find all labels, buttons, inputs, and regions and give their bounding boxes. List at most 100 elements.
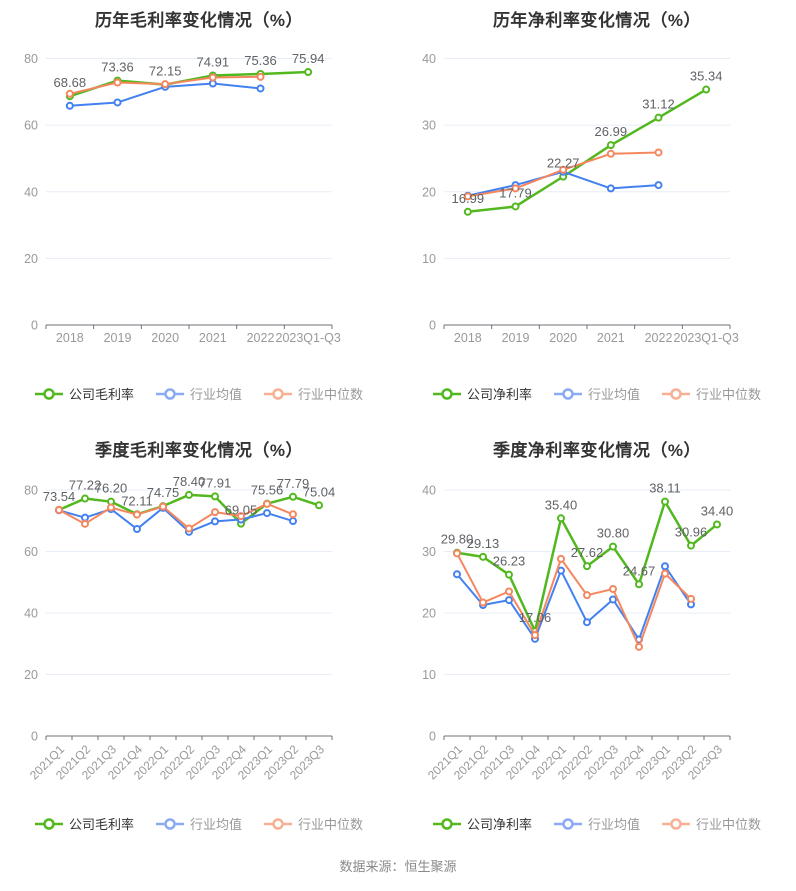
line-series-marker-icon xyxy=(34,817,63,830)
svg-text:77.22: 77.22 xyxy=(69,478,102,493)
line-series-marker-icon xyxy=(34,387,63,400)
svg-text:77.91: 77.91 xyxy=(199,475,232,490)
svg-text:60: 60 xyxy=(24,545,38,559)
legend-label: 行业均值 xyxy=(587,817,640,832)
legend-label: 公司毛利率 xyxy=(68,387,134,402)
svg-text:74.75: 74.75 xyxy=(147,485,180,500)
svg-text:17.06: 17.06 xyxy=(519,610,552,625)
svg-text:68.68: 68.68 xyxy=(54,75,87,90)
chart-title: 季度毛利率变化情况（%） xyxy=(94,441,304,460)
svg-text:31.12: 31.12 xyxy=(642,97,675,112)
svg-text:40: 40 xyxy=(422,484,436,498)
chart-annual-gross-margin: 历年毛利率变化情况（%） 0 20 40 60 80 2018 2019 2020 2021 20… xyxy=(0,0,398,430)
line-series-marker-icon xyxy=(662,387,690,400)
legend-label: 公司毛利率 xyxy=(68,817,134,832)
chart-quarterly-net-margin: 季度净利率变化情况（%） 0 10 20 30 40 2021Q1 2021Q2 2021Q3… xyxy=(398,430,796,860)
svg-text:74.91: 74.91 xyxy=(197,54,230,69)
svg-text:38.11: 38.11 xyxy=(649,481,681,496)
legend-item-industry-median[interactable]: 行业中位数 xyxy=(662,814,761,833)
svg-text:2020: 2020 xyxy=(151,331,179,345)
legend: 公司毛利率 行业均值 行业中位数 xyxy=(0,814,398,833)
line-series-marker-icon xyxy=(662,817,690,830)
legend-item-company-net-margin[interactable]: 公司净利率 xyxy=(432,384,532,403)
svg-text:20: 20 xyxy=(24,668,38,682)
line-series-marker-icon xyxy=(432,817,461,830)
svg-text:30.80: 30.80 xyxy=(597,526,630,541)
legend-item-company-net-margin[interactable]: 公司净利率 xyxy=(432,814,532,833)
svg-text:0: 0 xyxy=(31,730,38,744)
data-source-note: 数据来源：恒生聚源 xyxy=(339,859,457,874)
svg-text:20: 20 xyxy=(422,607,436,621)
legend: 公司净利率 行业均值 行业中位数 xyxy=(398,384,796,403)
svg-text:24.67: 24.67 xyxy=(623,563,656,578)
svg-text:73.36: 73.36 xyxy=(101,60,134,75)
chart-title: 历年毛利率变化情况（%） xyxy=(94,11,304,30)
quarterly-net-margin-plot[interactable]: 0102030402021Q12021Q22021Q32021Q42022Q12… xyxy=(398,430,796,800)
legend-item-industry-average[interactable]: 行业均值 xyxy=(553,384,640,403)
svg-text:30.96: 30.96 xyxy=(675,525,708,540)
svg-text:34.40: 34.40 xyxy=(701,503,734,518)
legend: 公司净利率 行业均值 行业中位数 xyxy=(398,814,796,833)
svg-text:2019: 2019 xyxy=(104,331,132,345)
svg-text:30: 30 xyxy=(422,119,436,133)
svg-text:10: 10 xyxy=(422,252,436,266)
svg-text:78.40: 78.40 xyxy=(173,474,206,489)
annual-net-margin-plot[interactable]: 0 10 20 30 40 2018 2019 2020 2021 2022 2023Q1-Q3 16… xyxy=(398,0,796,365)
svg-text:60: 60 xyxy=(24,119,38,133)
svg-text:16.99: 16.99 xyxy=(452,191,485,206)
svg-text:26.99: 26.99 xyxy=(595,124,628,139)
svg-text:29.80: 29.80 xyxy=(441,532,474,547)
svg-text:2021: 2021 xyxy=(597,331,625,345)
legend-item-industry-average[interactable]: 行业均值 xyxy=(155,384,242,403)
legend-item-industry-average[interactable]: 行业均值 xyxy=(553,814,640,833)
legend-label: 公司净利率 xyxy=(466,817,532,832)
legend-item-industry-median[interactable]: 行业中位数 xyxy=(264,384,363,403)
legend-item-industry-median[interactable]: 行业中位数 xyxy=(264,814,363,833)
legend-item-company-gross-margin[interactable]: 公司毛利率 xyxy=(34,384,134,403)
svg-text:75.94: 75.94 xyxy=(292,51,325,66)
svg-text:75.04: 75.04 xyxy=(303,484,336,499)
svg-text:40: 40 xyxy=(422,52,436,66)
legend-label: 行业均值 xyxy=(189,817,242,832)
svg-text:22.27: 22.27 xyxy=(547,156,580,171)
svg-text:76.20: 76.20 xyxy=(95,481,128,496)
svg-text:2018: 2018 xyxy=(454,331,482,345)
svg-text:73.54: 73.54 xyxy=(43,489,76,504)
quarterly-gross-margin-plot[interactable]: 0204060802021Q12021Q22021Q32021Q42022Q12… xyxy=(0,430,398,800)
svg-text:20: 20 xyxy=(24,252,38,266)
line-series-marker-icon xyxy=(553,387,582,400)
svg-text:29.13: 29.13 xyxy=(467,536,500,551)
legend-label: 行业中位数 xyxy=(298,387,364,402)
svg-text:20: 20 xyxy=(422,185,436,199)
legend-item-company-gross-margin[interactable]: 公司毛利率 xyxy=(34,814,134,833)
legend-item-industry-median[interactable]: 行业中位数 xyxy=(662,384,761,403)
line-series-marker-icon xyxy=(264,817,292,830)
svg-text:72.15: 72.15 xyxy=(149,64,182,79)
legend-label: 行业均值 xyxy=(189,387,242,402)
svg-text:2019: 2019 xyxy=(502,331,530,345)
svg-text:75.36: 75.36 xyxy=(244,53,277,68)
svg-text:35.34: 35.34 xyxy=(690,69,723,84)
svg-text:80: 80 xyxy=(24,484,38,498)
chart-quarterly-gross-margin: 季度毛利率变化情况（%） 0 20 40 60 80 2021Q1 2021Q2 2021Q3… xyxy=(0,430,398,860)
svg-text:2023Q1-Q3: 2023Q1-Q3 xyxy=(674,331,739,345)
legend-label: 公司净利率 xyxy=(466,387,532,402)
line-series-marker-icon xyxy=(432,387,461,400)
svg-text:72.11: 72.11 xyxy=(121,493,153,508)
svg-text:69.05: 69.05 xyxy=(225,503,258,518)
svg-text:0: 0 xyxy=(429,730,436,744)
svg-text:2022: 2022 xyxy=(247,331,275,345)
legend-label: 行业中位数 xyxy=(298,817,364,832)
annual-gross-margin-plot[interactable]: 0 20 40 60 80 2018 2019 2020 2021 2022 2023Q1-Q3 68… xyxy=(0,0,398,365)
svg-text:26.23: 26.23 xyxy=(493,554,526,569)
legend-item-industry-average[interactable]: 行业均值 xyxy=(155,814,242,833)
svg-text:2018: 2018 xyxy=(56,331,84,345)
svg-text:75.56: 75.56 xyxy=(251,483,284,498)
svg-text:17.79: 17.79 xyxy=(499,185,532,200)
svg-text:10: 10 xyxy=(422,668,436,682)
legend-label: 行业中位数 xyxy=(696,387,762,402)
svg-text:30: 30 xyxy=(422,545,436,559)
legend-label: 行业均值 xyxy=(587,387,640,402)
svg-text:35.40: 35.40 xyxy=(545,497,578,512)
